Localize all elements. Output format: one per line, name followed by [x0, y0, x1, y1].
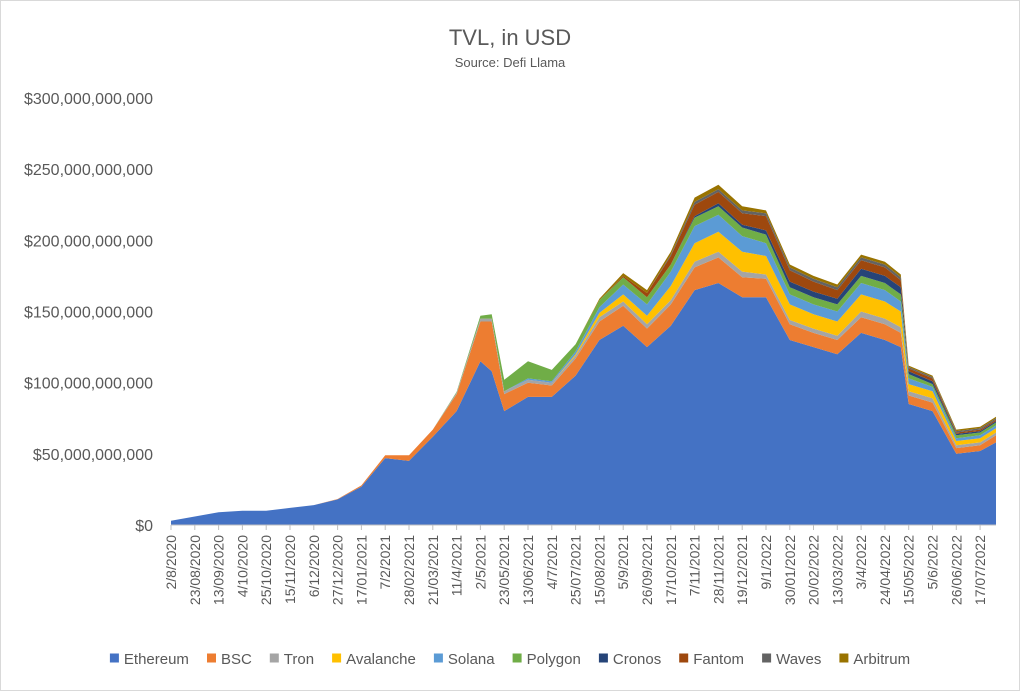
y-tick-label: $250,000,000,000 — [24, 162, 153, 179]
x-tick-label: 9/1/2022 — [758, 535, 774, 590]
x-tick-label: 7/11/2021 — [687, 535, 703, 596]
x-tick-label: 19/12/2021 — [734, 535, 750, 605]
area-ethereum — [171, 283, 996, 525]
x-tick-label: 28/02/2021 — [401, 535, 417, 605]
area-series-group — [171, 184, 996, 525]
x-tick-label: 2/8/2020 — [163, 535, 179, 590]
x-tick-label: 6/12/2020 — [306, 535, 322, 597]
x-tick-label: 23/08/2020 — [187, 535, 203, 605]
chart-title: TVL, in USD — [449, 25, 571, 50]
x-axis: 2/8/2020 23/08/2020 13/09/2020 4/10/2020 25/… — [163, 524, 996, 605]
legend-swatch-arbitrum — [839, 653, 849, 663]
x-tick-label: 4/10/2020 — [234, 535, 250, 597]
y-tick-label: $300,000,000,000 — [24, 91, 153, 108]
x-tick-label: 17/10/2021 — [663, 535, 679, 605]
x-tick-label: 4/7/2021 — [544, 535, 560, 590]
chart-subtitle: Source: Defi Llama — [455, 55, 566, 70]
legend-label-cronos: Cronos — [613, 651, 661, 668]
legend-label-bsc: BSC — [221, 651, 252, 668]
x-tick-label: 25/07/2021 — [568, 535, 584, 605]
y-tick-label: $100,000,000,000 — [24, 376, 153, 393]
legend-label-arbitrum: Arbitrum — [853, 651, 910, 668]
x-tick-label: 21/03/2021 — [425, 535, 441, 605]
legend-label-avalanche: Avalanche — [346, 651, 416, 668]
x-tick-label: 15/05/2022 — [901, 535, 917, 605]
x-tick-label: 17/01/2021 — [353, 535, 369, 605]
x-tick-label: 5/9/2021 — [615, 535, 631, 590]
legend-label-waves: Waves — [776, 651, 821, 668]
legend-swatch-fantom — [679, 653, 689, 663]
legend: Ethereum BSC Tron Avalanche Solana Polygon Cro… — [109, 651, 910, 668]
x-tick-label: 2/5/2021 — [472, 535, 488, 590]
legend-swatch-bsc — [207, 653, 216, 663]
x-tick-label: 27/12/2020 — [330, 535, 346, 605]
legend-swatch-solana — [433, 653, 443, 663]
area-cronos — [171, 203, 996, 521]
x-tick-label: 3/4/2022 — [853, 535, 869, 590]
legend-swatch-tron — [269, 653, 279, 663]
x-tick-label: 13/06/2021 — [520, 535, 536, 605]
y-tick-label: $150,000,000,000 — [24, 305, 153, 322]
x-tick-label: 23/05/2021 — [496, 535, 512, 605]
legend-swatch-waves — [762, 653, 772, 663]
x-tick-label: 26/09/2021 — [639, 535, 655, 605]
x-tick-label: 17/07/2022 — [972, 535, 988, 605]
y-tick-label: $200,000,000,000 — [24, 233, 153, 250]
x-tick-label: 25/10/2020 — [258, 535, 274, 605]
legend-label-polygon: Polygon — [527, 651, 581, 668]
y-axis: $0 $50,000,000,000 $100,000,000,000 $150,00… — [24, 91, 153, 535]
x-tick-label: 15/08/2021 — [591, 535, 607, 605]
x-tick-label: 13/09/2020 — [211, 535, 227, 605]
x-tick-label: 30/01/2022 — [782, 535, 798, 605]
y-tick-label: $50,000,000,000 — [33, 447, 153, 464]
legend-swatch-ethereum — [109, 653, 119, 663]
legend-swatch-avalanche — [332, 653, 342, 663]
x-tick-label: 7/2/2021 — [377, 535, 393, 590]
x-tick-label: 20/02/2022 — [806, 535, 822, 605]
x-tick-label: 24/04/2022 — [877, 535, 893, 605]
x-tick-label: 28/11/2021 — [710, 535, 726, 604]
y-tick-label: $0 — [135, 518, 153, 535]
legend-swatch-polygon — [512, 653, 522, 663]
legend-label-solana: Solana — [448, 651, 495, 668]
legend-label-fantom: Fantom — [693, 651, 744, 668]
area-fantom — [171, 191, 996, 521]
x-tick-label: 15/11/2020 — [282, 535, 298, 604]
x-tick-label: 26/06/2022 — [948, 535, 964, 605]
x-tick-label: 13/03/2022 — [829, 535, 845, 605]
legend-label-ethereum: Ethereum — [124, 651, 189, 668]
legend-swatch-cronos — [598, 653, 608, 663]
x-tick-label: 11/4/2021 — [449, 535, 465, 596]
x-tick-label: 5/6/2022 — [925, 535, 941, 590]
legend-label-tron: Tron — [284, 651, 314, 668]
